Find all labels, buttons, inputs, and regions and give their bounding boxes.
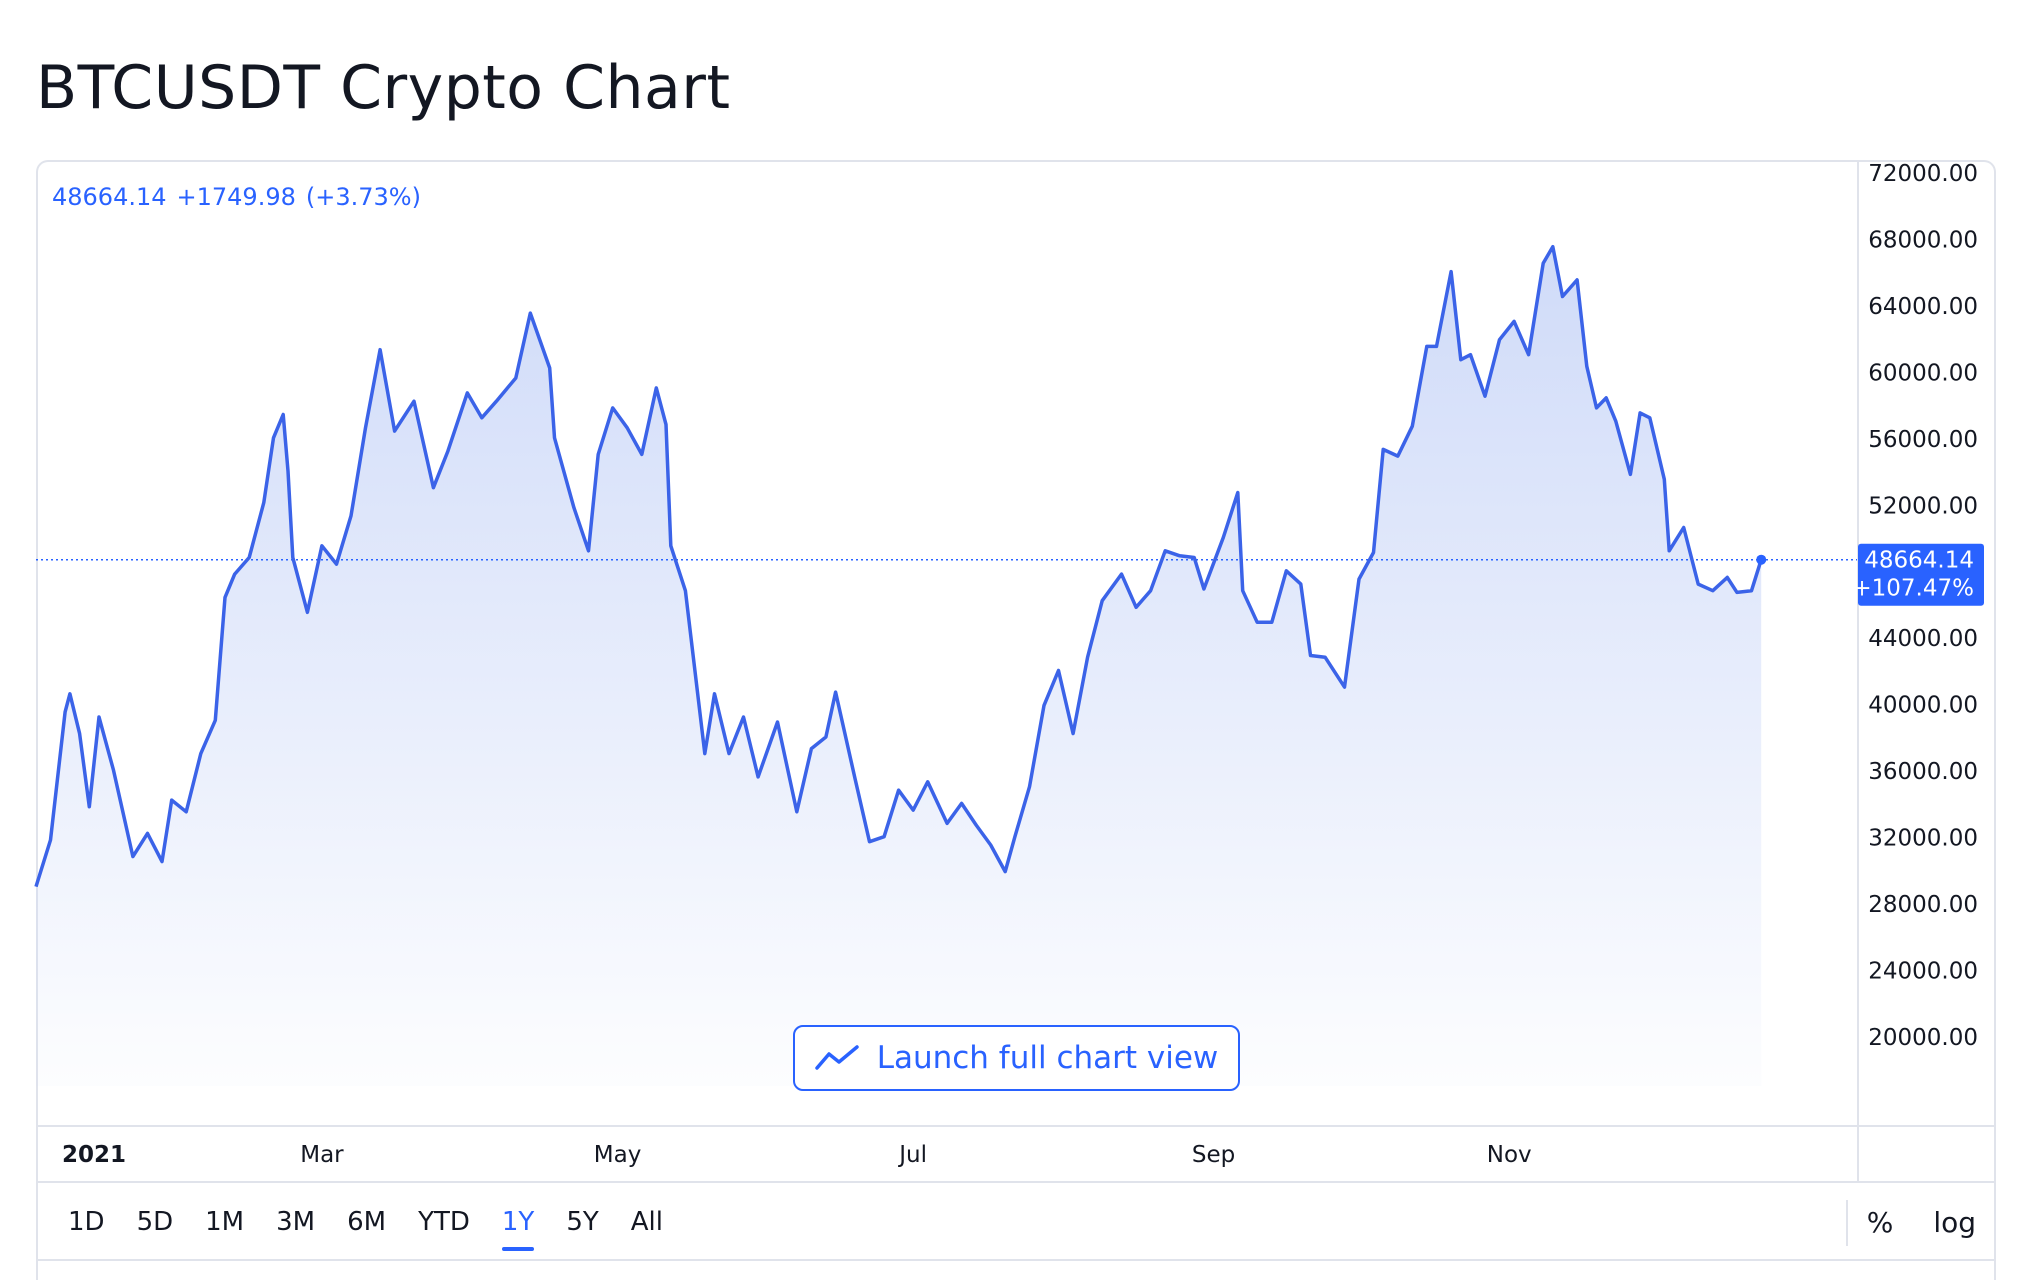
y-tick-label: 68000.00 (1868, 227, 1978, 253)
x-tick-label: Nov (1487, 1142, 1532, 1168)
launch-full-chart-label: Launch full chart view (876, 1040, 1219, 1076)
x-tick-label: May (594, 1142, 642, 1168)
y-tick-label: 72000.00 (1868, 161, 1978, 187)
price-line (34, 244, 1763, 888)
range-1y[interactable]: 1Y (501, 1203, 535, 1251)
price-change-percent: (+3.73%) (305, 183, 421, 211)
x-tick-label: 2021 (62, 1142, 126, 1168)
range-separator (1846, 1200, 1848, 1246)
last-price: 48664.14 (52, 183, 167, 211)
y-tick-label: 60000.00 (1868, 360, 1978, 386)
price-area-fill (36, 246, 1762, 1086)
price-tag-value: 48664.14 (1864, 548, 1974, 574)
range-5d[interactable]: 5D (136, 1207, 174, 1237)
y-tick-label: 24000.00 (1868, 959, 1978, 985)
range-1m[interactable]: 1M (205, 1207, 245, 1237)
launch-full-chart-button[interactable]: Launch full chart view (793, 1025, 1240, 1091)
percent-scale-toggle[interactable]: % (1866, 1205, 1894, 1239)
x-tick-label: Jul (897, 1142, 927, 1168)
range-5y[interactable]: 5Y (566, 1207, 599, 1237)
trend-line-icon (814, 1045, 859, 1070)
price-readout: 48664.14 +1749.98 (+3.73%) (52, 183, 431, 211)
price-change: +1749.98 (176, 183, 296, 211)
x-tick-label: Mar (300, 1142, 344, 1168)
price-tag (1858, 543, 1984, 606)
y-tick-label: 32000.00 (1868, 826, 1978, 852)
log-scale-toggle[interactable]: log (1933, 1205, 1976, 1239)
y-tick-label: 44000.00 (1868, 626, 1978, 652)
y-tick-label: 56000.00 (1868, 427, 1978, 453)
y-tick-label: 64000.00 (1868, 294, 1978, 320)
range-3m[interactable]: 3M (276, 1207, 316, 1237)
y-tick-label: 36000.00 (1868, 759, 1978, 785)
y-tick-label: 40000.00 (1868, 693, 1978, 719)
time-range-bar: 1D 5D 1M 3M 6M YTD 1Y 5Y All % log (36, 1182, 1996, 1262)
y-tick-label: 52000.00 (1868, 493, 1978, 519)
price-tag-percent: +107.47% (1852, 576, 1974, 602)
range-6m[interactable]: 6M (347, 1207, 387, 1237)
page-title: BTCUSDT Crypto Chart (36, 53, 731, 123)
last-price-dot (1756, 554, 1767, 565)
y-tick-label: 20000.00 (1868, 1025, 1978, 1051)
range-all[interactable]: All (630, 1207, 663, 1237)
y-tick-label: 28000.00 (1868, 892, 1978, 918)
bottom-divider (36, 1259, 1996, 1261)
range-1d[interactable]: 1D (68, 1207, 105, 1237)
range-ytd[interactable]: YTD (418, 1207, 470, 1237)
chart-card (36, 160, 1996, 1280)
x-tick-label: Sep (1192, 1142, 1235, 1168)
